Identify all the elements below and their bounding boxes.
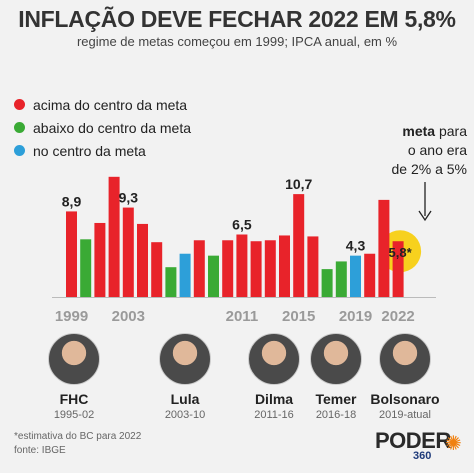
bar-2021: [378, 199, 390, 297]
bar-2013: [264, 240, 276, 297]
president-term-lula: 2003-10: [164, 409, 206, 421]
data-label-2011: 6,5: [232, 217, 252, 233]
x-tick-label-2011: 2011: [226, 308, 259, 325]
bar-2004: [137, 223, 148, 297]
footnote-source: fonte: IBGE: [14, 445, 66, 456]
president-term-dilma: 2011-16: [254, 409, 294, 421]
bar-2001: [94, 222, 106, 297]
legend-label-center: no centro da meta: [33, 142, 146, 159]
poder360-logo: PODER 360 ✺: [375, 428, 465, 464]
bar-2007: [179, 253, 191, 297]
bar-1999: [66, 211, 77, 297]
target-note: meta para o ano era de 2% a 5%: [367, 122, 468, 179]
president-term-bolsonaro: 2019-atual: [379, 409, 431, 421]
president-photo-temer: [310, 333, 362, 385]
president-photo-dilma: [248, 333, 300, 385]
bar-2008: [193, 240, 205, 297]
target-note-line1: para: [438, 123, 467, 139]
data-label-2019: 4,3: [346, 238, 366, 254]
inflation-bar-chart: 8,9 9,3 6,5 10,7 4,3 5,8* 1999 2003 2011 2015 2019…: [52, 176, 436, 325]
legend-dot-center: [14, 145, 25, 156]
arrow-head-icon: [418, 210, 432, 222]
legend-dot-above: [14, 99, 25, 110]
logo-text: PODER: [375, 428, 451, 453]
bar-2009: [208, 255, 219, 297]
president-name-bolsonaro: Bolsonaro: [370, 391, 440, 407]
president-term-temer: 2016-18: [315, 409, 357, 421]
bar-2005: [151, 242, 163, 297]
legend-label-below: abaixo do centro da meta: [33, 119, 191, 136]
data-label-2003: 9,3: [119, 190, 139, 206]
x-tick-label-2003: 2003: [112, 308, 145, 325]
president-lula: Lula 2003-10: [140, 333, 230, 421]
x-tick-label-2022: 2022: [381, 308, 414, 325]
bar-2012: [250, 241, 262, 297]
bar-2010: [222, 240, 234, 297]
footer: *estimativa do BC para 2022 fonte: IBGE: [14, 430, 141, 458]
target-note-line2: o ano era: [407, 142, 467, 158]
bar-2015: [293, 194, 305, 297]
president-name-temer: Temer: [315, 391, 357, 407]
bar-2002: [108, 176, 120, 297]
bar-2011: [236, 234, 248, 297]
bar-2020: [364, 253, 376, 297]
x-tick-label-1999: 1999: [55, 308, 88, 325]
x-tick-label-2015: 2015: [282, 308, 315, 325]
target-note-bold: meta: [402, 123, 436, 139]
legend-item-center: no centro da meta: [14, 139, 191, 162]
bar-2019: [350, 255, 361, 297]
bar-2022: [392, 241, 404, 297]
footnote-estimate: *estimativa do BC para 2022: [14, 431, 142, 442]
chart-title: INFLAÇÃO DEVE FECHAR 2022 EM 5,8%: [18, 6, 456, 32]
president-temer: Temer 2016-18: [291, 333, 381, 421]
data-label-2015: 10,7: [285, 176, 312, 192]
legend-item-below: abaixo do centro da meta: [14, 116, 191, 139]
president-photo-bolsonaro: [379, 333, 431, 385]
bar-2017: [321, 269, 333, 297]
president-photo-lula: [159, 333, 211, 385]
president-fhc: FHC 1995-02: [29, 333, 119, 421]
legend-dot-below: [14, 122, 25, 133]
data-label-1999: 8,9: [62, 193, 82, 209]
bar-2018: [335, 261, 347, 297]
president-bolsonaro: Bolsonaro 2019-atual: [360, 333, 450, 421]
target-note-line3: de 2% a 5%: [391, 161, 468, 177]
president-photo-fhc: [48, 333, 100, 385]
chart-subtitle: regime de metas começou em 1999; IPCA an…: [76, 34, 398, 49]
president-name-lula: Lula: [170, 391, 200, 407]
x-tick-label-2019: 2019: [339, 308, 372, 325]
data-label-2022: 5,8*: [389, 245, 413, 260]
legend: acima do centro da meta abaixo do centro…: [14, 93, 191, 162]
logo-star-icon: ✺: [445, 433, 462, 455]
president-dilma: Dilma 2011-16: [229, 333, 319, 421]
bar-2000: [80, 239, 92, 297]
legend-item-above: acima do centro da meta: [14, 93, 191, 116]
legend-label-above: acima do centro da meta: [33, 96, 188, 113]
president-name-fhc: FHC: [59, 391, 89, 407]
bar-2014: [279, 235, 290, 297]
president-term-fhc: 1995-02: [53, 409, 95, 421]
logo-subtext: 360: [413, 450, 432, 462]
bar-2016: [307, 236, 319, 297]
bar-2006: [165, 267, 177, 297]
president-name-dilma: Dilma: [254, 391, 294, 407]
bar-2003: [122, 207, 134, 297]
